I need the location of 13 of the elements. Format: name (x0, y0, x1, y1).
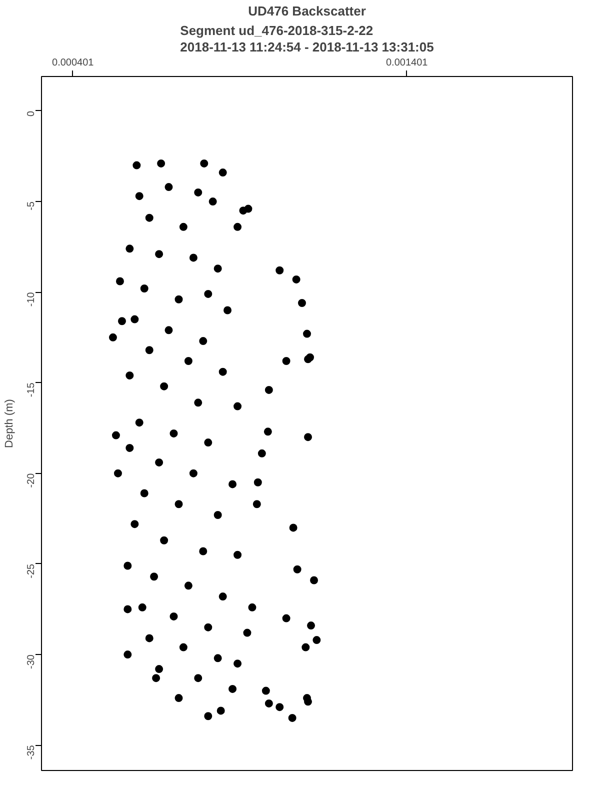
y-axis-title: Depth (m) (4, 399, 16, 448)
y-tick-label: -10 (26, 292, 37, 307)
chart-title: UD476 Backscatter (248, 4, 366, 18)
y-tick-label: -15 (26, 382, 37, 398)
y-tick-label: -20 (26, 472, 37, 488)
x-tick-label: 0.000401 (52, 58, 94, 68)
y-tick-label: -30 (26, 654, 37, 669)
x-tick-label: 0.001401 (386, 58, 428, 68)
chart-subtitle: Segment ud_476-2018-315-2-22 2018-11-13 11:24:54 - 2018-11-13 13:31:05 (180, 23, 434, 54)
y-tick-label: -25 (26, 563, 37, 578)
y-tick-label: -5 (26, 201, 37, 210)
y-tick-label: 0 (26, 110, 37, 116)
y-tick-label: -35 (26, 744, 37, 760)
